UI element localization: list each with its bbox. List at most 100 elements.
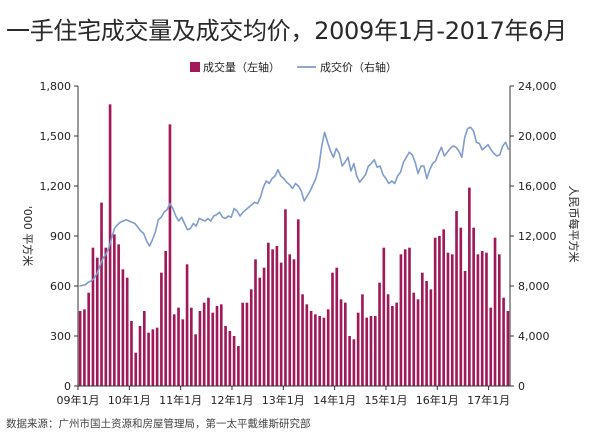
volume-bar bbox=[378, 282, 381, 386]
y-axis-label-right: 人民币每平方米 bbox=[567, 186, 581, 263]
volume-bar bbox=[395, 302, 398, 386]
right-tick-label: 16,000 bbox=[518, 180, 557, 193]
chart-title: 一手住宅成交量及成交均价，2009年1月-2017年6月 bbox=[6, 17, 567, 45]
volume-bar bbox=[232, 336, 236, 386]
volume-bar bbox=[314, 314, 317, 386]
volume-bar bbox=[425, 281, 428, 386]
volume-bar bbox=[211, 312, 215, 386]
volume-bar bbox=[356, 312, 360, 386]
volume-bar bbox=[87, 292, 91, 386]
volume-bar bbox=[100, 202, 103, 386]
volume-bar bbox=[95, 257, 99, 386]
volume-bar bbox=[134, 352, 138, 386]
volume-bar bbox=[125, 277, 129, 386]
volume-bar bbox=[305, 304, 309, 386]
left-tick-label: 600 bbox=[50, 280, 71, 293]
legend-swatch-volume bbox=[190, 62, 200, 72]
volume-bar bbox=[438, 236, 441, 386]
x-tick-label: 17年1月 bbox=[467, 393, 510, 407]
volume-bar bbox=[117, 244, 120, 386]
volume-bar bbox=[142, 311, 146, 386]
volume-bar bbox=[344, 302, 347, 386]
x-tick-label: 15年1月 bbox=[364, 393, 407, 407]
volume-bar bbox=[373, 316, 377, 386]
volume-bar bbox=[224, 326, 227, 386]
volume-bar bbox=[121, 269, 125, 386]
volume-bar bbox=[267, 242, 270, 386]
volume-bar bbox=[429, 289, 433, 386]
x-tick-label: 11年1月 bbox=[159, 393, 202, 407]
volume-bar bbox=[318, 316, 321, 386]
volume-bar bbox=[164, 251, 168, 386]
volume-bar bbox=[446, 252, 450, 386]
x-tick-label: 12年1月 bbox=[210, 393, 253, 407]
volume-bar bbox=[275, 246, 279, 386]
volume-bar bbox=[202, 302, 206, 386]
volume-bar bbox=[177, 307, 180, 386]
volume-bar bbox=[194, 334, 197, 386]
right-tick-label: 8,000 bbox=[518, 280, 550, 293]
volume-bar bbox=[322, 317, 326, 386]
x-tick-label: 14年1月 bbox=[313, 393, 356, 407]
volume-bar bbox=[279, 262, 283, 386]
volume-bar bbox=[262, 267, 266, 386]
legend-label-price: 成交价（右轴） bbox=[320, 60, 397, 74]
source-note: 数据来源：广州市国土资源和房屋管理局，第一太平戴维斯研究部 bbox=[6, 416, 311, 431]
right-tick-label: 24,000 bbox=[518, 80, 557, 93]
volume-bar bbox=[215, 306, 219, 386]
volume-bar bbox=[151, 329, 155, 386]
volume-bar bbox=[497, 254, 501, 386]
volume-bar bbox=[185, 264, 189, 386]
volume-bar bbox=[331, 272, 334, 386]
volume-bar bbox=[219, 304, 223, 386]
volume-bar bbox=[480, 251, 484, 386]
volume-bar bbox=[455, 211, 458, 386]
x-tick-label: 09年1月 bbox=[57, 393, 100, 407]
volume-bar bbox=[160, 272, 163, 386]
volume-bar bbox=[113, 234, 116, 386]
volume-bar bbox=[433, 237, 437, 386]
volume-bar bbox=[412, 292, 416, 386]
volume-bar bbox=[502, 297, 505, 386]
volume-bar bbox=[459, 227, 463, 386]
right-tick-label: 0 bbox=[518, 380, 525, 393]
volume-bar bbox=[181, 319, 185, 386]
x-tick-label: 13年1月 bbox=[262, 393, 305, 407]
volume-bar bbox=[403, 249, 407, 386]
volume-bar bbox=[271, 249, 274, 386]
volume-bar bbox=[130, 321, 133, 386]
y-axis-label-left: '000 平方米 bbox=[21, 206, 35, 267]
volume-bar bbox=[382, 247, 386, 386]
volume-bar bbox=[198, 311, 202, 386]
volume-bar bbox=[420, 272, 424, 386]
volume-bar bbox=[361, 294, 364, 386]
volume-bar bbox=[335, 267, 339, 386]
volume-bar bbox=[352, 339, 356, 386]
volume-bar bbox=[463, 271, 467, 386]
volume-bar bbox=[296, 219, 300, 386]
right-tick-label: 20,000 bbox=[518, 130, 557, 143]
volume-bar bbox=[468, 187, 471, 386]
volume-bar bbox=[493, 237, 497, 386]
volume-bar bbox=[138, 326, 142, 386]
volume-bar bbox=[408, 247, 411, 386]
left-tick-label: 300 bbox=[50, 330, 71, 343]
price-line bbox=[79, 126, 510, 287]
volume-bar bbox=[450, 254, 454, 386]
legend-label-volume: 成交量（左轴） bbox=[203, 60, 280, 74]
volume-bar bbox=[386, 294, 390, 386]
x-tick-label: 16年1月 bbox=[416, 393, 459, 407]
left-tick-label: 1,500 bbox=[40, 130, 72, 143]
left-tick-label: 1,800 bbox=[40, 80, 72, 93]
left-tick-label: 1,200 bbox=[40, 180, 72, 193]
volume-bar bbox=[326, 309, 330, 386]
volume-bar bbox=[369, 316, 373, 386]
right-tick-label: 4,000 bbox=[518, 330, 550, 343]
volume-bar bbox=[168, 124, 172, 386]
volume-bar bbox=[506, 311, 510, 386]
volume-bar bbox=[190, 307, 193, 386]
volume-bar bbox=[391, 306, 394, 386]
x-tick-label: 10年1月 bbox=[108, 393, 151, 407]
volume-bar bbox=[78, 311, 82, 386]
